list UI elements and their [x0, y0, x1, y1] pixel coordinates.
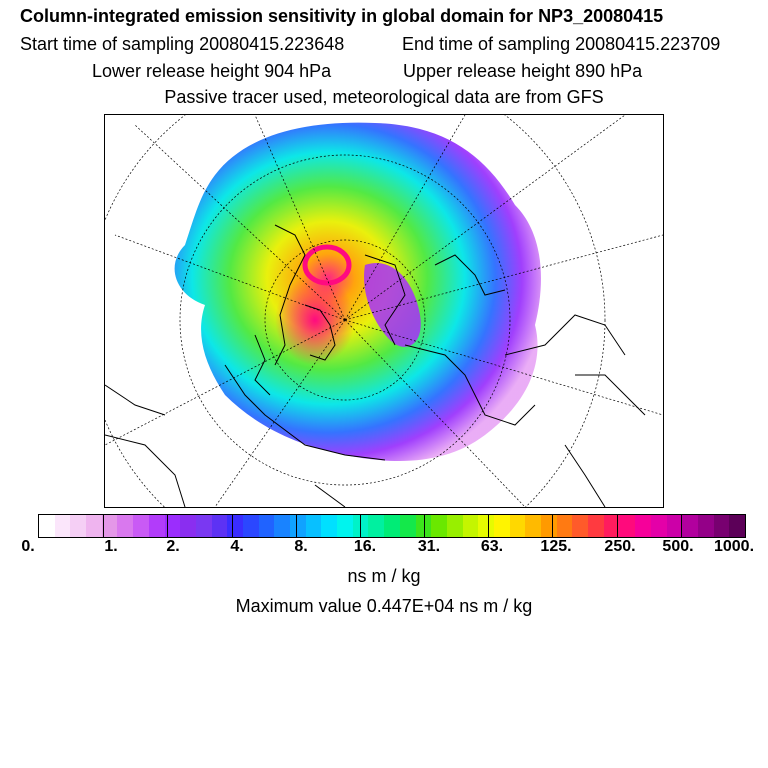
colorbar-cell	[713, 515, 730, 537]
colorbar-cell	[650, 515, 667, 537]
colorbar-cell	[148, 515, 165, 537]
colorbar-cell	[227, 515, 243, 537]
colorbar-cell	[729, 515, 745, 537]
colorbar-cell	[431, 515, 447, 537]
colorbar-cell	[478, 515, 494, 537]
tick-label: 0.	[21, 538, 35, 555]
tick-label: 1.	[104, 538, 118, 555]
colorbar-separator	[103, 515, 105, 537]
tracer-info-label: Passive tracer used, meteorological data…	[164, 87, 604, 107]
sensitivity-field	[174, 122, 541, 461]
upper-height-label: Upper release height 890 hPa	[403, 61, 643, 81]
colorbar-cell	[509, 515, 526, 537]
plot-title: Column-integrated emission sensitivity i…	[20, 6, 664, 26]
colorbar-cell	[274, 515, 290, 537]
colorbar-cell	[697, 515, 714, 537]
colorbar-cell	[258, 515, 275, 537]
colorbar-cell	[242, 515, 259, 537]
colorbar-cell	[619, 515, 636, 537]
max-core	[275, 275, 355, 365]
colorbar-cell	[290, 515, 306, 537]
colorbar-cell	[337, 515, 353, 537]
colorbar-cell	[415, 515, 432, 537]
colorbar-cell	[54, 515, 71, 537]
tick-label: 63.	[480, 538, 504, 555]
coastlines	[105, 224, 646, 507]
map-canvas	[105, 115, 663, 507]
tick-label: 1000.	[713, 538, 755, 555]
colorbar-separator	[680, 515, 682, 537]
colorbar-cell	[101, 515, 118, 537]
colorbar-cell	[384, 515, 400, 537]
colorbar-cell	[305, 515, 322, 537]
colorbar-cell	[195, 515, 212, 537]
tick-label: 125.	[540, 538, 572, 555]
purple-lobe	[364, 263, 421, 347]
colorbar-separator	[616, 515, 618, 537]
maximum-value-label: Maximum value 0.447E+04 ns m / kg	[235, 596, 533, 616]
tick-label: 31.	[417, 538, 441, 555]
colorbar-cell	[39, 515, 55, 537]
colorbar-separator	[231, 515, 233, 537]
colorbar-cell	[666, 515, 683, 537]
units-label: ns m / kg	[347, 566, 421, 586]
colorbar-cell	[133, 515, 149, 537]
polar-map	[104, 114, 664, 508]
colorbar-cell	[368, 515, 385, 537]
graticule	[105, 115, 663, 507]
colorbar-cell	[117, 515, 134, 537]
colorbar-cell	[493, 515, 510, 537]
tick-label: 8.	[294, 538, 308, 555]
colorbar-cell	[211, 515, 228, 537]
colorbar	[38, 514, 746, 538]
lower-height-label: Lower release height 904 hPa	[92, 61, 332, 81]
colorbar-cell	[70, 515, 87, 537]
colorbar-separator	[424, 515, 426, 537]
tick-label: 2.	[166, 538, 180, 555]
colorbar-cell	[588, 515, 604, 537]
colorbar-cell	[572, 515, 589, 537]
colorbar-cell	[525, 515, 541, 537]
colorbar-cell	[556, 515, 573, 537]
start-time-label: Start time of sampling 20080415.223648	[20, 34, 345, 54]
colorbar-cell	[603, 515, 620, 537]
colorbar-cell	[321, 515, 338, 537]
colorbar-cell	[164, 515, 181, 537]
magenta-ring	[302, 244, 352, 286]
colorbar-cell	[86, 515, 102, 537]
colorbar-separator	[295, 515, 297, 537]
colorbar-separator	[167, 515, 169, 537]
colorbar-separator	[488, 515, 490, 537]
colorbar-cell	[446, 515, 463, 537]
end-time-label: End time of sampling 20080415.223709	[402, 34, 721, 54]
colorbar-separator	[552, 515, 554, 537]
colorbar-cell	[462, 515, 479, 537]
colorbar-cell	[541, 515, 557, 537]
colorbar-cell	[635, 515, 651, 537]
colorbar-cell	[682, 515, 698, 537]
tick-label: 4.	[230, 538, 244, 555]
colorbar-separator	[359, 515, 361, 537]
tick-label: 16.	[353, 538, 377, 555]
tick-label: 500.	[662, 538, 694, 555]
colorbar-cell	[399, 515, 416, 537]
colorbar-cell	[180, 515, 196, 537]
tick-label: 250.	[604, 538, 636, 555]
